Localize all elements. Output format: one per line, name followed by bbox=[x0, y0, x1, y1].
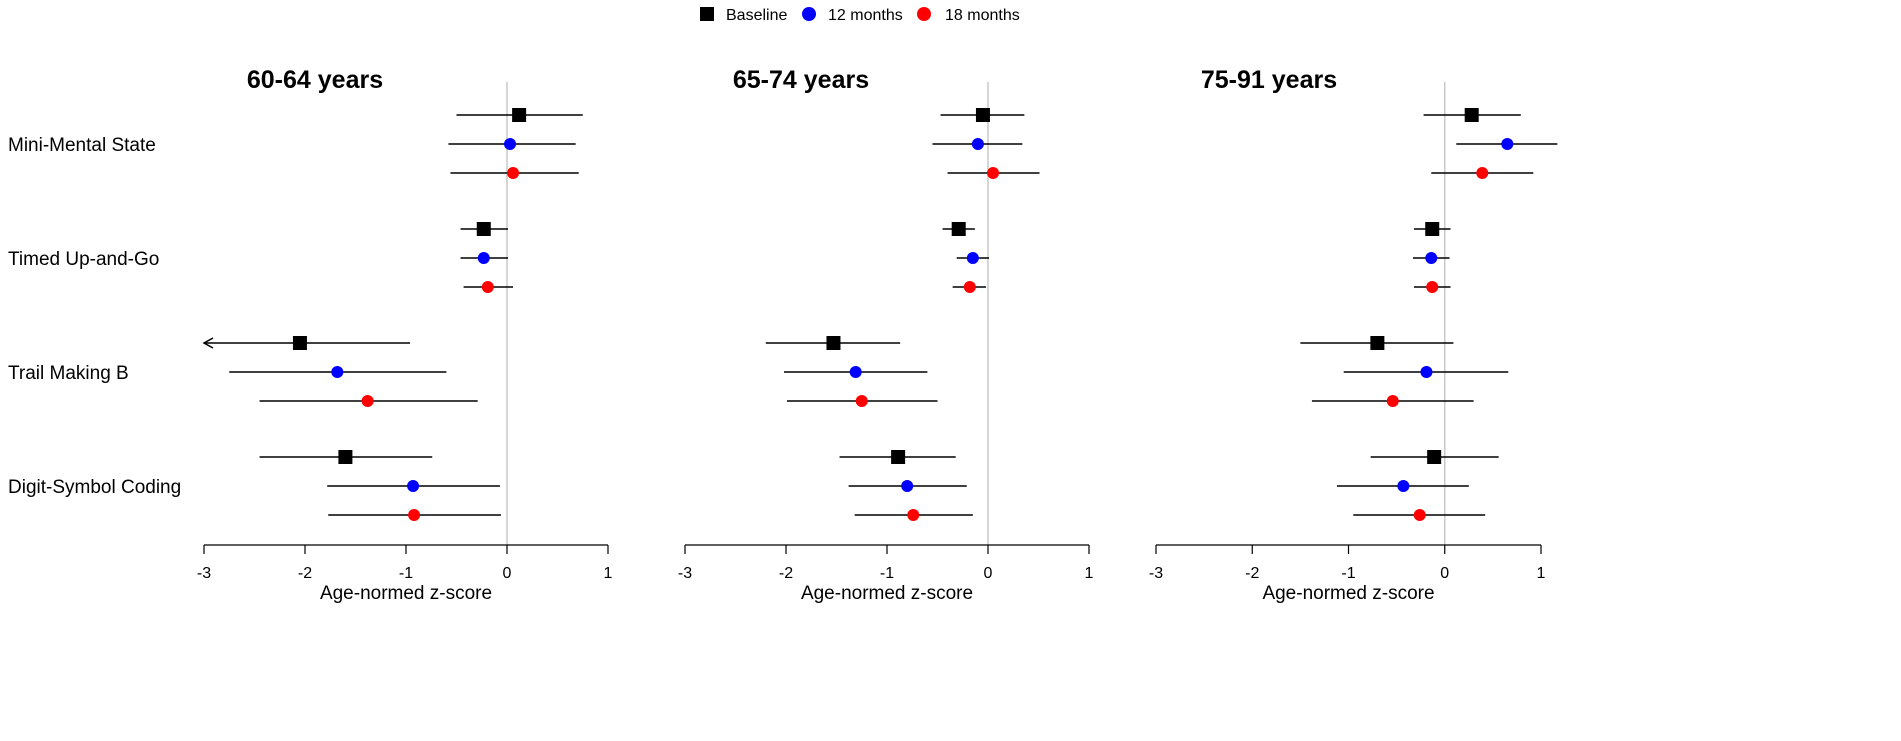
legend-marker-baseline bbox=[700, 7, 714, 21]
x-tick-label: -2 bbox=[779, 565, 793, 582]
point-12-months bbox=[1501, 138, 1514, 150]
x-axis-label: Age-normed z-score bbox=[320, 583, 492, 604]
legend-marker-12-months bbox=[802, 7, 816, 21]
point-18-months bbox=[1426, 281, 1439, 293]
x-tick-label: -1 bbox=[1341, 565, 1355, 582]
panel-title: 65-74 years bbox=[733, 66, 869, 94]
row-label-trail-making-b: Trail Making B bbox=[8, 363, 129, 384]
legend: Baseline 12 months 18 months bbox=[700, 7, 1020, 24]
x-tick-label: -3 bbox=[1149, 565, 1163, 582]
point-baseline bbox=[476, 222, 491, 236]
point-18-months bbox=[361, 395, 374, 407]
x-tick-label: 1 bbox=[1085, 565, 1094, 582]
x-tick-label: -2 bbox=[1245, 565, 1259, 582]
panel-75-91-years: 75-91 years -3 -2 -1 0 1 Age-normed z-score bbox=[1149, 66, 1558, 604]
point-12-months bbox=[1420, 366, 1433, 378]
point-baseline bbox=[826, 336, 841, 350]
point-18-months bbox=[408, 509, 421, 521]
row-label-mini-mental-state: Mini-Mental State bbox=[8, 135, 156, 156]
point-18-months bbox=[907, 509, 920, 521]
point-baseline bbox=[292, 336, 307, 350]
row-label-digit-symbol-coding: Digit-Symbol Coding bbox=[8, 477, 181, 498]
point-baseline bbox=[338, 450, 353, 464]
point-18-months bbox=[987, 167, 1000, 179]
point-12-months bbox=[407, 480, 420, 492]
point-baseline bbox=[1425, 222, 1440, 236]
x-axis-label: Age-normed z-score bbox=[801, 583, 973, 604]
point-12-months bbox=[971, 138, 984, 150]
point-12-months bbox=[1425, 252, 1438, 264]
x-tick-label: -1 bbox=[880, 565, 894, 582]
x-tick-label: -3 bbox=[678, 565, 692, 582]
x-axis-label: Age-normed z-score bbox=[1262, 583, 1434, 604]
x-tick-label: 0 bbox=[503, 565, 512, 582]
point-baseline bbox=[1427, 450, 1442, 464]
point-12-months bbox=[849, 366, 862, 378]
point-baseline bbox=[1370, 336, 1385, 350]
point-12-months bbox=[1397, 480, 1410, 492]
point-12-months bbox=[901, 480, 914, 492]
point-18-months bbox=[1386, 395, 1399, 407]
legend-label-12-months: 12 months bbox=[828, 7, 903, 24]
x-tick-label: 0 bbox=[1440, 565, 1449, 582]
point-12-months bbox=[966, 252, 979, 264]
point-18-months bbox=[1476, 167, 1489, 179]
panel-60-64-years: 60-64 years -3 -2 -1 0 1 Age-normed z-score bbox=[197, 66, 613, 604]
point-18-months bbox=[963, 281, 976, 293]
x-tick-label: -1 bbox=[399, 565, 413, 582]
point-18-months bbox=[507, 167, 520, 179]
point-baseline bbox=[891, 450, 906, 464]
panel-title: 60-64 years bbox=[247, 66, 383, 94]
x-tick-label: -3 bbox=[197, 565, 211, 582]
legend-label-baseline: Baseline bbox=[726, 7, 787, 24]
x-tick-label: -2 bbox=[298, 565, 312, 582]
panel-title: 75-91 years bbox=[1201, 66, 1337, 94]
point-18-months bbox=[855, 395, 868, 407]
point-baseline bbox=[1464, 108, 1479, 122]
legend-marker-18-months bbox=[917, 7, 931, 21]
x-tick-label: 0 bbox=[984, 565, 993, 582]
point-baseline bbox=[975, 108, 990, 122]
point-baseline bbox=[512, 108, 527, 122]
x-tick-label: 1 bbox=[604, 565, 613, 582]
panel-65-74-years: 65-74 years -3 -2 -1 0 1 Age-normed z-score bbox=[678, 66, 1094, 604]
point-12-months bbox=[477, 252, 490, 264]
x-tick-label: 1 bbox=[1537, 565, 1546, 582]
point-12-months bbox=[331, 366, 344, 378]
point-18-months bbox=[1413, 509, 1426, 521]
point-12-months bbox=[504, 138, 517, 150]
point-baseline bbox=[951, 222, 966, 236]
legend-label-18-months: 18 months bbox=[945, 7, 1020, 24]
row-label-timed-up-and-go: Timed Up-and-Go bbox=[8, 249, 159, 270]
point-18-months bbox=[481, 281, 494, 293]
truncation-arrow bbox=[202, 337, 214, 349]
